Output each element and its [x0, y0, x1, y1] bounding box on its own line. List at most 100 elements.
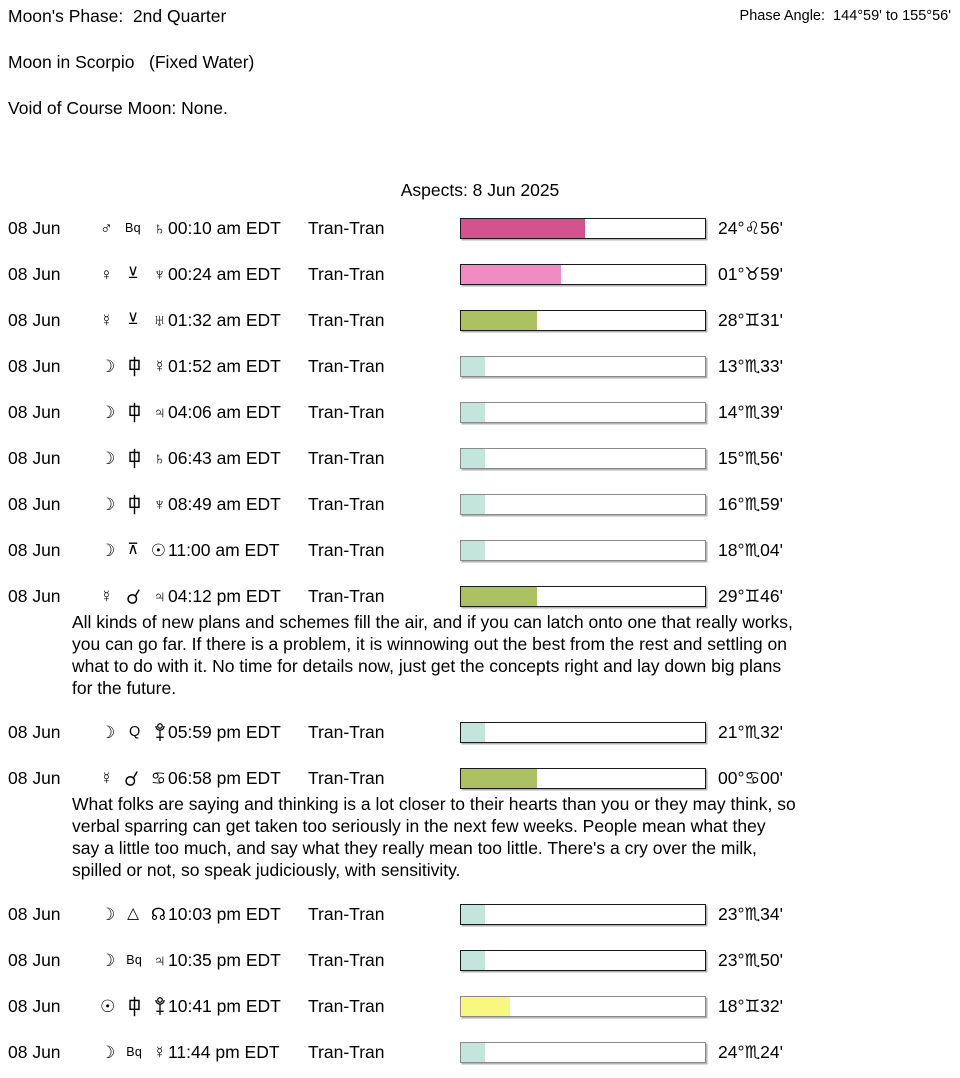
- aspect-glyphs: ♀ ⊻ ♆: [100, 266, 166, 283]
- jupiter-icon: ♃: [153, 950, 166, 970]
- aspect-date: 08 Jun: [8, 903, 61, 924]
- moon-phase-line: Moon's Phase: 2nd Quarter: [8, 6, 227, 26]
- aspect-row: 08 Jun ☽ Q 05:59 pm EDT Tran-Tran 21°♏32': [0, 709, 960, 755]
- north-node-icon: ☊: [150, 904, 166, 924]
- semisextile-icon: ⊻: [127, 311, 139, 329]
- aspect-position: 23°♏50': [718, 949, 783, 970]
- aspect-strength-bar: [460, 995, 706, 1017]
- cancer-sign-icon: ♋: [150, 768, 166, 788]
- aspect-date: 08 Jun: [8, 447, 61, 468]
- aspect-position: 15°♏56': [718, 447, 783, 468]
- aspect-position: 18°♏04': [718, 539, 783, 560]
- aspect-interpretation: All kinds of new plans and schemes fill …: [72, 612, 793, 698]
- aspect-strength-fill: [461, 1042, 486, 1062]
- aspect-glyphs: ☽ △ ☊: [100, 906, 166, 923]
- semisextile-icon: ⊻: [127, 265, 139, 283]
- aspect-strength-fill: [461, 996, 510, 1016]
- aspect-glyphs: ☿ ♃: [100, 588, 166, 605]
- aspect-type: Tran-Tran: [308, 767, 385, 788]
- aspect-row: 08 Jun ☿ ♋ 06:58 pm EDT Tran-Tran 00°♋00': [0, 755, 960, 801]
- aspect-strength-bar: [460, 401, 706, 423]
- aspect-date: 08 Jun: [8, 217, 61, 238]
- sesquiquadrate-icon: [128, 494, 141, 515]
- aspect-glyphs: ☽ ♆: [100, 494, 166, 515]
- aspect-strength-fill: [461, 540, 486, 560]
- aspect-position: 21°♏32': [718, 721, 783, 742]
- aspect-type: Tran-Tran: [308, 1041, 385, 1062]
- aspect-row: 08 Jun ☽ ♄ 06:43 am EDT Tran-Tran 15°♏56': [0, 435, 960, 481]
- aspect-time: 06:43 am EDT: [168, 447, 281, 468]
- aspect-row: 08 Jun ☽ ⊼ ☉ 11:00 am EDT Tran-Tran 18°♏04…: [0, 527, 960, 573]
- moon-icon: ☽: [100, 722, 116, 742]
- aspect-strength-bar: [460, 585, 706, 607]
- aspect-strength-bar: [460, 217, 706, 239]
- aspect-date: 08 Jun: [8, 309, 61, 330]
- phase-angle-label: Phase Angle: 144°59' to 155°56': [739, 8, 951, 24]
- aspect-date: 08 Jun: [8, 721, 61, 742]
- aspect-strength-fill: [461, 768, 537, 788]
- aspect-date: 08 Jun: [8, 585, 61, 606]
- aspect-type: Tran-Tran: [308, 309, 385, 330]
- aspect-position: 23°♏34': [718, 903, 783, 924]
- moon-icon: ☽: [100, 402, 116, 422]
- aspect-type: Tran-Tran: [308, 903, 385, 924]
- aspect-position: 28°♊31': [718, 309, 783, 330]
- aspect-position: 01°♉59': [718, 263, 783, 284]
- aspect-glyphs: ☽ Bq ☿: [100, 1044, 166, 1061]
- aspect-position: 16°♏59': [718, 493, 783, 514]
- aspect-position: 29°♊46': [718, 585, 783, 606]
- aspect-row: 08 Jun ☽ Bq ☿ 11:44 pm EDT Tran-Tran 24°♏2…: [0, 1029, 960, 1075]
- aspect-row: 08 Jun ☿ ♃ 04:12 pm EDT Tran-Tran 29°♊46': [0, 573, 960, 619]
- neptune-icon: ♆: [153, 264, 166, 284]
- aspect-time: 05:59 pm EDT: [168, 721, 281, 742]
- mars-icon: ♂: [100, 218, 113, 238]
- aspect-strength-bar: [460, 355, 706, 377]
- aspect-time: 06:58 pm EDT: [168, 767, 281, 788]
- sesquiquadrate-icon: [128, 448, 141, 469]
- sesquiquadrate-icon: [128, 996, 141, 1017]
- aspect-date: 08 Jun: [8, 995, 61, 1016]
- aspect-type: Tran-Tran: [308, 263, 385, 284]
- aspect-row: 08 Jun ☉ 10:41 pm EDT Tran-Tran 18°♊32': [0, 983, 960, 1029]
- venus-icon: ♀: [100, 264, 113, 284]
- aspect-row: 08 Jun ♀ ⊻ ♆ 00:24 am EDT Tran-Tran 01°♉59…: [0, 251, 960, 297]
- aspect-row: 08 Jun ☿ ⊻ ♅ 01:32 am EDT Tran-Tran 28°♊31…: [0, 297, 960, 343]
- aspect-glyphs: ☉: [100, 995, 166, 1017]
- biquintile-icon: Bq: [125, 220, 141, 235]
- aspect-time: 10:35 pm EDT: [168, 949, 281, 970]
- neptune-icon: ♆: [153, 494, 166, 514]
- aspect-type: Tran-Tran: [308, 949, 385, 970]
- mercury-icon: ☿: [153, 356, 166, 376]
- aspect-time: 01:32 am EDT: [168, 309, 281, 330]
- aspect-row: 08 Jun ☽ △ ☊ 10:03 pm EDT Tran-Tran 23°♏34…: [0, 891, 960, 937]
- mercury-icon: ☿: [100, 586, 113, 606]
- biquintile-icon: Bq: [126, 1044, 143, 1059]
- aspect-time: 10:03 pm EDT: [168, 903, 281, 924]
- aspect-position: 00°♋00': [718, 767, 783, 788]
- trine-icon: △: [127, 905, 140, 923]
- sesquiquadrate-icon: [128, 402, 141, 423]
- aspect-position: 18°♊32': [718, 995, 783, 1016]
- aspect-time: 11:00 am EDT: [168, 539, 280, 560]
- aspect-glyphs: ☿ ♋: [100, 770, 166, 787]
- aspect-row: 08 Jun ☽ ♃ 04:06 am EDT Tran-Tran 14°♏39': [0, 389, 960, 435]
- aspect-strength-fill: [461, 402, 486, 422]
- aspect-type: Tran-Tran: [308, 539, 385, 560]
- aspect-glyphs: ☽ Bq ♃: [100, 952, 166, 969]
- saturn-icon: ♄: [153, 448, 166, 468]
- aspect-date: 08 Jun: [8, 355, 61, 376]
- aspect-strength-bar: [460, 1041, 706, 1063]
- aspect-strength-bar: [460, 493, 706, 515]
- aspects-title: Aspects: 8 Jun 2025: [400, 180, 560, 200]
- aspect-type: Tran-Tran: [308, 355, 385, 376]
- aspect-date: 08 Jun: [8, 493, 61, 514]
- aspect-date: 08 Jun: [8, 767, 61, 788]
- aspect-glyphs: ☿ ⊻ ♅: [100, 312, 166, 329]
- aspect-position: 24°♌56': [718, 217, 783, 238]
- aspect-date: 08 Jun: [8, 539, 61, 560]
- aspect-row: 08 Jun ♂ Bq ♄ 00:10 am EDT Tran-Tran 24°♌5…: [0, 205, 960, 251]
- aspect-glyphs: ☽ ⊼ ☉: [100, 542, 166, 559]
- conjunction-icon: [127, 588, 140, 605]
- aspect-strength-fill: [461, 356, 486, 376]
